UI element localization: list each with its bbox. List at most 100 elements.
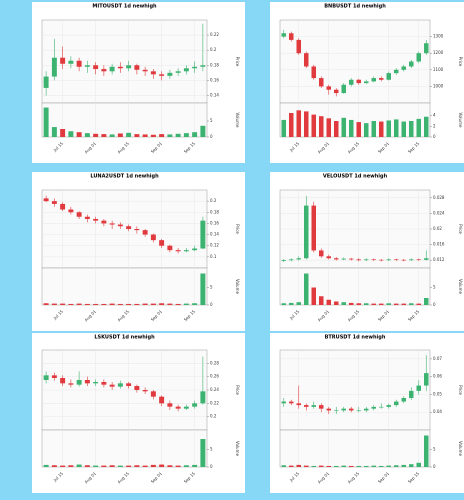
volume-bar xyxy=(371,303,376,305)
volume-bar xyxy=(401,303,406,305)
y-tick-label: 0.28 xyxy=(210,360,219,365)
candle-body xyxy=(289,401,294,404)
candle-body xyxy=(126,65,132,69)
volume-bar xyxy=(379,303,384,305)
candle-body xyxy=(117,66,123,69)
volume-bar xyxy=(134,134,140,137)
volume-tick-label: 0 xyxy=(210,464,213,469)
volume-bar xyxy=(379,465,384,467)
candle-body xyxy=(93,218,99,221)
candle-body xyxy=(76,380,82,385)
candle-body xyxy=(101,382,107,385)
candle-body xyxy=(167,72,173,76)
volume-bar xyxy=(311,287,316,305)
volume-bar xyxy=(281,303,286,305)
volume-bar xyxy=(349,302,354,305)
volume-bar xyxy=(356,303,361,305)
candle-body xyxy=(109,66,115,72)
volume-bar xyxy=(341,302,346,305)
volume-bar xyxy=(281,465,286,467)
volume-bar xyxy=(326,299,331,305)
y-tick-label: 0.07 xyxy=(433,356,442,361)
volume-axis-label: Volume xyxy=(458,441,463,456)
volume-bar xyxy=(126,132,132,137)
y-tick-label: 1100 xyxy=(433,67,444,72)
volume-bar xyxy=(334,465,339,467)
candle-body xyxy=(76,60,82,67)
volume-bar xyxy=(424,116,429,137)
volume-bar xyxy=(150,464,156,467)
candle-body xyxy=(68,209,74,213)
volume-bar xyxy=(326,118,331,137)
volume-tick-label: 5 xyxy=(433,285,436,290)
volume-bar xyxy=(51,465,57,467)
volume-bar xyxy=(289,465,294,467)
y-axis-label: Price xyxy=(458,224,463,234)
volume-bar xyxy=(68,303,74,305)
y-tick-label: 0.18 xyxy=(210,62,219,67)
y-tick-label: 1200 xyxy=(433,50,444,55)
candle-body xyxy=(409,259,414,261)
volume-bar xyxy=(126,303,132,305)
volume-tick-label: 2 xyxy=(433,123,436,128)
candle-body xyxy=(93,65,99,70)
volume-bar xyxy=(167,465,173,467)
y-tick-label: 0.028 xyxy=(433,195,445,200)
candle-body xyxy=(192,403,198,407)
y-tick-label: 0.14 xyxy=(210,92,219,97)
candle-body xyxy=(134,229,140,231)
volume-bar xyxy=(296,302,301,305)
volume-frame xyxy=(41,429,208,468)
candle-body xyxy=(281,260,286,261)
candle-body xyxy=(101,220,107,224)
candle-body xyxy=(175,406,181,409)
volume-bar xyxy=(296,464,301,467)
volume-bar xyxy=(416,118,421,137)
volume-bar xyxy=(416,462,421,467)
volume-bar xyxy=(101,134,107,137)
chart-panel: BTRUSDT 1d newhigh0.040.050.060.0705Jul … xyxy=(270,333,464,493)
y-axis-label: Price xyxy=(235,385,240,395)
y-tick-label: 0.02 xyxy=(433,226,442,231)
y-tick-label: 0.06 xyxy=(433,374,442,379)
candle-body xyxy=(289,33,294,40)
volume-bar xyxy=(175,133,181,137)
y-axis-label: Price xyxy=(458,385,463,395)
candle-body xyxy=(296,403,301,406)
candle-body xyxy=(401,398,406,402)
chart-title: LUNA2USDT 1d newhigh xyxy=(90,174,159,180)
candle-body xyxy=(311,205,316,251)
candle-body xyxy=(341,84,346,94)
volume-bar xyxy=(200,125,206,137)
chart-panel: VELOUSDT 1d newhigh 0.012 0.016 0.02 0.024 0.… xyxy=(270,172,464,331)
candle-body xyxy=(142,69,148,72)
candle-body xyxy=(51,201,57,204)
volume-bar xyxy=(200,273,206,305)
candle-body xyxy=(364,408,369,411)
candle-body xyxy=(364,81,369,84)
candle-body xyxy=(401,66,406,70)
volume-bar xyxy=(326,465,331,467)
volume-bar xyxy=(401,464,406,467)
volume-bar xyxy=(394,303,399,305)
volume-bar xyxy=(409,303,414,305)
chart-title: BTRUSDT 1d newhigh xyxy=(325,335,386,341)
volume-bar xyxy=(159,464,165,467)
volume-bar xyxy=(159,303,165,305)
candle-body xyxy=(68,383,74,385)
candle-body xyxy=(117,224,123,227)
volume-axis-label: Volume xyxy=(235,279,240,294)
candle-body xyxy=(296,39,301,54)
volume-bar xyxy=(101,303,107,305)
candle-body xyxy=(341,258,346,260)
volume-bar xyxy=(101,465,107,467)
volume-bar xyxy=(183,465,189,467)
volume-bar xyxy=(76,464,82,467)
volume-axis-label: Volume xyxy=(458,279,463,294)
candle-body xyxy=(200,65,206,67)
candle-body xyxy=(386,73,391,80)
volume-axis-label: Volume xyxy=(235,441,240,456)
volume-bar xyxy=(364,465,369,467)
volume-bar xyxy=(349,465,354,467)
candle-body xyxy=(356,79,361,84)
